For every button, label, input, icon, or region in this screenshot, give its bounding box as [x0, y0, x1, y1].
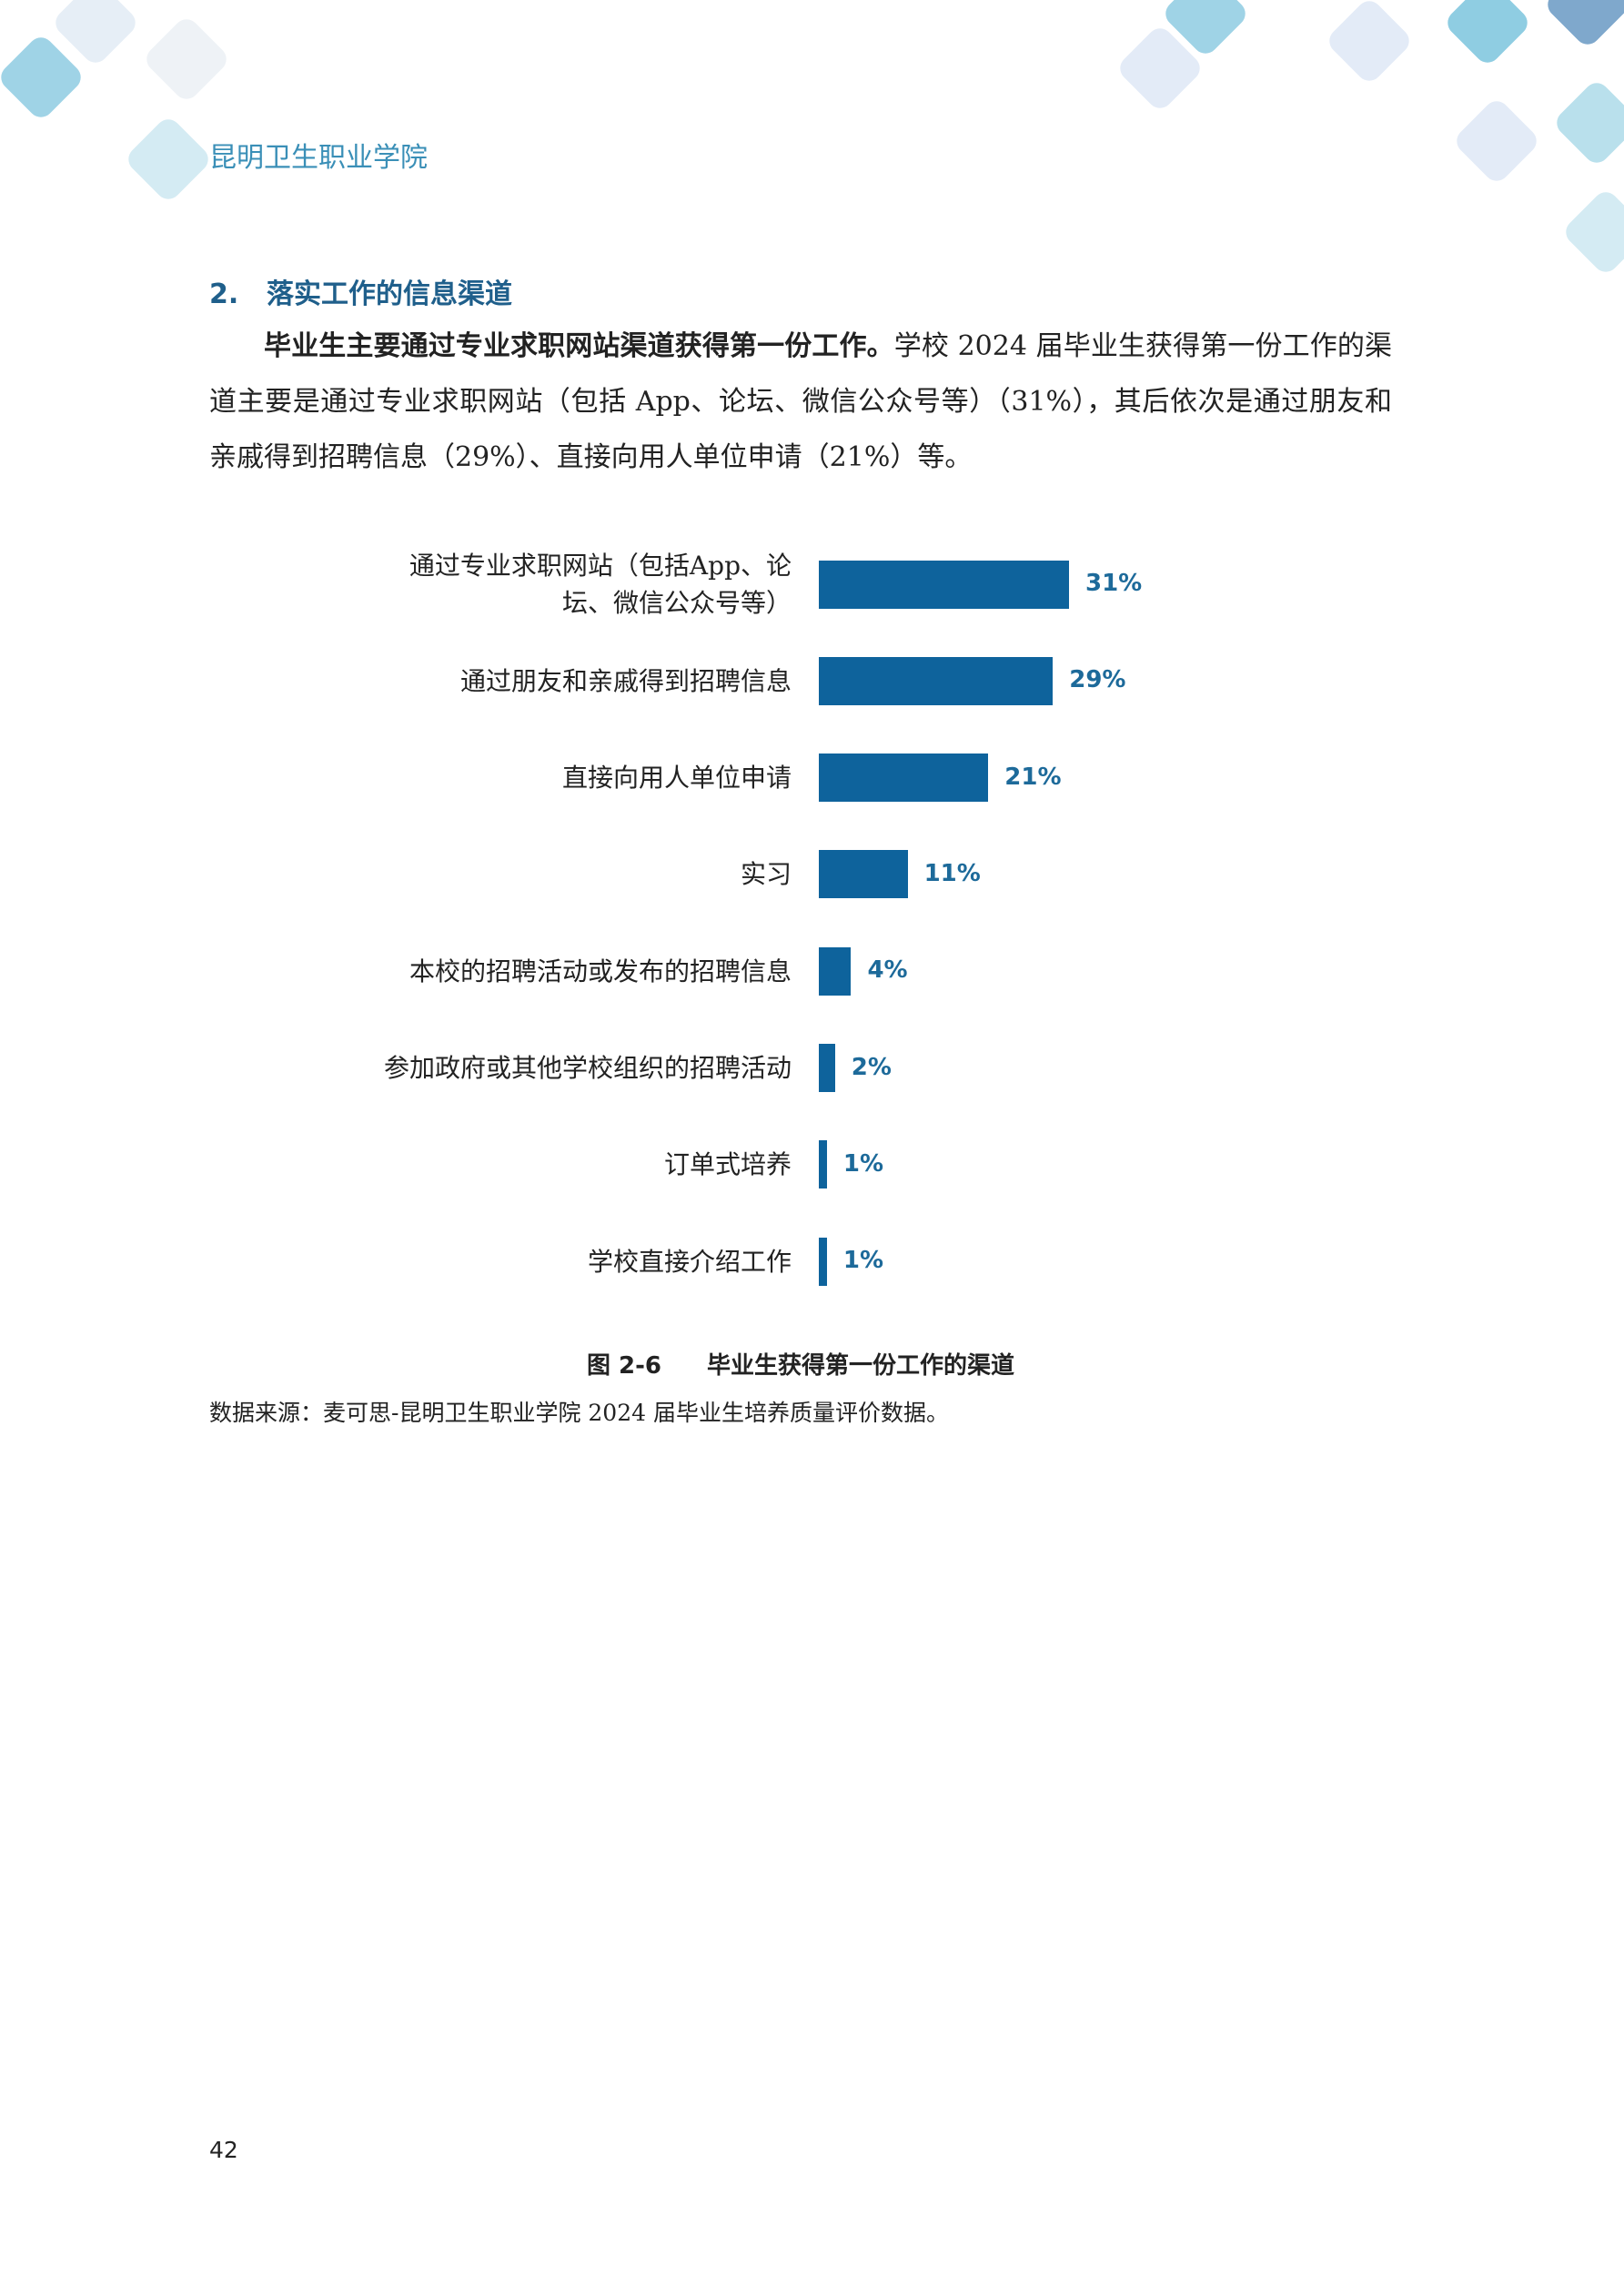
paragraph: 毕业生主要通过专业求职网站渠道获得第一份工作。学校 2024 届毕业生获得第一份… — [209, 319, 1392, 485]
decoration — [1560, 187, 1624, 278]
category-label: 直接向用人单位申请 — [561, 763, 792, 794]
value-label: 21% — [1004, 763, 1062, 791]
category-label: 实习 — [740, 859, 792, 890]
value-label: 1% — [842, 1247, 884, 1275]
category-label: 通过朋友和亲戚得到招聘信息 — [459, 665, 792, 696]
decoration — [1442, 0, 1533, 68]
decoration — [1324, 0, 1415, 86]
bar — [819, 754, 989, 803]
decoration — [1551, 77, 1624, 168]
category-label: 本校的招聘活动或发布的招聘信息 — [409, 956, 792, 986]
caption-text: 毕业生获得第一份工作的渠道 — [707, 1352, 1015, 1380]
decoration — [1542, 0, 1624, 50]
bar — [819, 1237, 827, 1286]
paragraph-body: 学校 2024 届毕业生获得第一份工作的渠道主要是通过专业求职网站（包括 App… — [209, 330, 1393, 473]
decoration — [123, 114, 214, 205]
category-label: 通过专业求职网站（包括App、论坛、微信公众号等） — [409, 551, 792, 618]
category-label: 学校直接介绍工作 — [587, 1246, 792, 1277]
page-number: 42 — [209, 2137, 238, 2163]
value-label: 2% — [851, 1053, 892, 1081]
figure-number: 图 2-6 — [586, 1352, 661, 1380]
decoration — [141, 14, 232, 105]
category-label: 参加政府或其他学校组织的招聘活动 — [383, 1053, 792, 1083]
source-note: 数据来源：麦可思-昆明卫生职业学院 2024 届毕业生培养质量评价数据。 — [209, 1400, 949, 1426]
paragraph-lead: 毕业生主要通过专业求职网站渠道获得第一份工作。 — [264, 330, 894, 362]
value-label: 1% — [842, 1149, 884, 1178]
category-label: 订单式培养 — [663, 1149, 792, 1180]
bar — [819, 850, 908, 899]
section-heading: 2. 落实工作的信息渠道 — [209, 271, 512, 311]
value-label: 31% — [1085, 570, 1143, 597]
bar — [819, 560, 1069, 609]
bar — [819, 656, 1054, 705]
value-label: 11% — [923, 859, 981, 887]
bar — [819, 946, 852, 996]
value-label: 29% — [1069, 666, 1126, 694]
bar — [819, 1044, 835, 1092]
header-title: 昆明卫生职业学院 — [209, 142, 428, 174]
section-title: 落实工作的信息渠道 — [267, 278, 512, 310]
figure-caption: 图 2-6 毕业生获得第一份工作的渠道 — [0, 1347, 1601, 1381]
section-number: 2. — [209, 278, 239, 310]
decoration — [1451, 96, 1542, 187]
bar — [819, 1140, 827, 1189]
value-label: 4% — [867, 956, 908, 985]
